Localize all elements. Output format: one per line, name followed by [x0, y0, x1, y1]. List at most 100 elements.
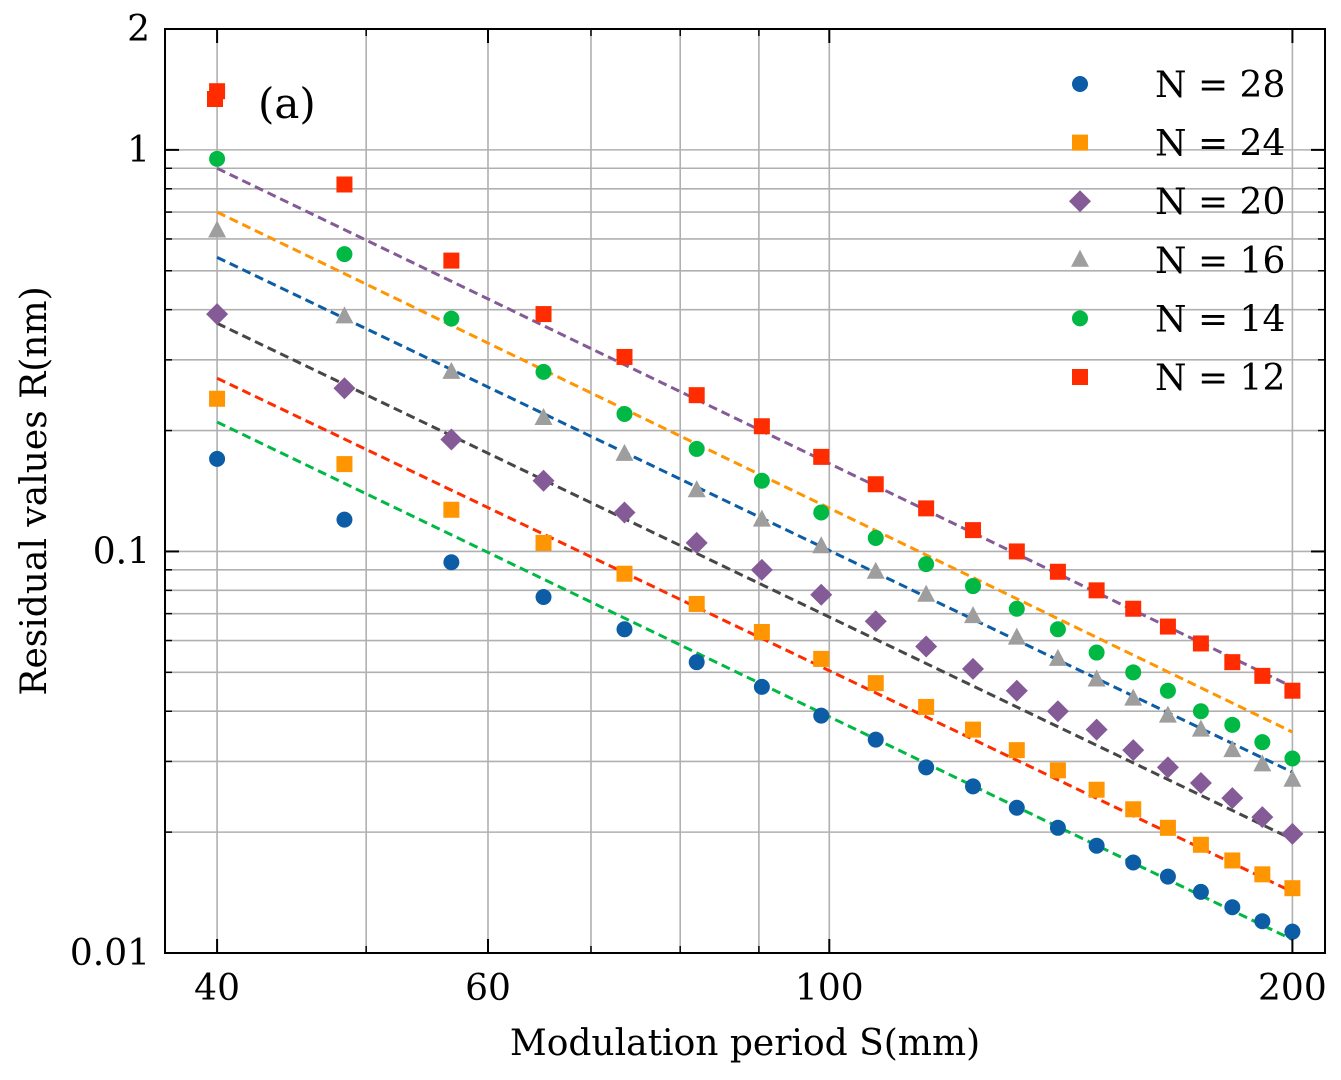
data-point — [812, 536, 831, 554]
data-point — [750, 558, 773, 581]
data-point — [1253, 754, 1272, 772]
data-point — [535, 534, 552, 551]
data-point — [752, 509, 771, 527]
data-point — [1221, 787, 1244, 810]
legend-label: N = 16 — [1155, 241, 1285, 282]
data-point — [442, 361, 461, 379]
series-n12 — [209, 83, 1301, 699]
data-point — [206, 303, 229, 326]
data-point — [535, 363, 552, 380]
data-point — [535, 589, 552, 606]
data-point — [1189, 772, 1212, 795]
data-point — [1125, 854, 1142, 871]
data-point — [1192, 883, 1209, 900]
data-point — [965, 721, 982, 738]
legend-marker — [1072, 310, 1088, 327]
data-point — [335, 306, 354, 324]
data-point — [753, 624, 770, 641]
data-point — [1049, 819, 1066, 836]
data-point — [1283, 769, 1302, 787]
data-point — [1088, 582, 1105, 599]
data-point — [443, 554, 460, 571]
y-tick-label: 2 — [127, 9, 150, 50]
data-point — [616, 348, 633, 365]
data-point — [1192, 836, 1209, 853]
data-point — [613, 501, 636, 524]
legend: N = 28 N = 24 N = 20 N = 16 N = 14 N = 12 — [1069, 65, 1285, 399]
data-point — [535, 306, 552, 323]
data-point — [1088, 837, 1105, 854]
data-point — [1159, 868, 1176, 885]
data-point — [813, 504, 830, 521]
data-point — [918, 500, 935, 517]
y-tick-label: 1 — [127, 130, 150, 171]
data-point — [1158, 705, 1177, 723]
data-point — [615, 443, 634, 461]
data-point — [443, 501, 460, 518]
data-point — [1124, 688, 1143, 706]
data-point — [813, 707, 830, 724]
data-point — [867, 530, 884, 547]
legend-marker — [1072, 134, 1088, 151]
data-point — [965, 578, 982, 595]
y-tick-label: 0.1 — [93, 531, 150, 572]
grid — [165, 28, 1325, 954]
legend-marker — [1069, 190, 1091, 213]
x-tick-label: 40 — [194, 968, 240, 1009]
data-point — [917, 584, 936, 602]
data-point — [1224, 899, 1241, 916]
data-point — [532, 469, 555, 492]
data-point — [1191, 719, 1210, 737]
data-point — [336, 456, 353, 473]
data-point — [1048, 648, 1067, 666]
data-point — [443, 252, 460, 269]
data-point — [1224, 852, 1241, 869]
data-point — [1005, 679, 1028, 702]
x-tick-labels: 40 60 100 200 — [194, 968, 1327, 1009]
y-tick-label: 0.01 — [70, 933, 150, 974]
data-point — [1159, 682, 1176, 699]
fit-line — [216, 255, 1294, 774]
data-point — [1224, 716, 1241, 733]
series-n28 — [209, 450, 1301, 940]
legend-label: N = 28 — [1155, 65, 1285, 106]
data-points — [206, 83, 1304, 940]
data-point — [1159, 819, 1176, 836]
data-point — [1281, 822, 1304, 845]
data-point — [1254, 734, 1271, 751]
data-point — [753, 418, 770, 435]
fit-line — [216, 210, 1294, 734]
legend-label: N = 24 — [1155, 124, 1285, 165]
data-point — [1046, 700, 1069, 723]
data-point — [688, 595, 705, 612]
data-point — [1254, 913, 1271, 930]
data-point — [918, 759, 935, 776]
series-n20 — [206, 303, 1304, 845]
data-point — [1008, 543, 1025, 560]
data-point — [964, 606, 983, 624]
data-point — [1088, 781, 1105, 798]
data-point — [1122, 739, 1145, 762]
data-point — [813, 650, 830, 667]
data-point — [688, 387, 705, 404]
data-point — [208, 220, 227, 238]
data-point — [616, 405, 633, 422]
data-point — [1125, 801, 1142, 818]
data-point — [753, 472, 770, 489]
legend-label: N = 20 — [1155, 182, 1285, 223]
data-point — [687, 480, 706, 498]
x-tick-label: 200 — [1258, 968, 1327, 1009]
data-point — [962, 657, 985, 680]
legend-marker — [1071, 249, 1089, 267]
data-point — [440, 428, 463, 451]
data-point — [965, 778, 982, 795]
data-point — [810, 583, 833, 606]
data-point — [1284, 880, 1301, 897]
data-point — [336, 176, 353, 193]
data-point — [1159, 618, 1176, 635]
data-point — [209, 390, 226, 407]
data-point — [1007, 627, 1026, 645]
data-point — [1192, 635, 1209, 652]
data-point — [209, 450, 226, 467]
